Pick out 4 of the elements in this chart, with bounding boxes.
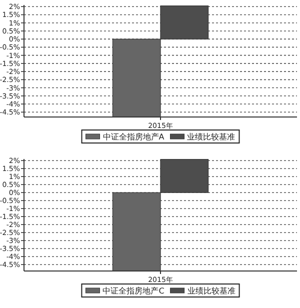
legend-label: 中证全指房地产C: [102, 286, 165, 296]
legend-label: 业绩比较基准: [187, 286, 236, 296]
legend-label: 中证全指房地产A: [102, 132, 165, 142]
legend-label: 业绩比较基准: [187, 132, 236, 142]
